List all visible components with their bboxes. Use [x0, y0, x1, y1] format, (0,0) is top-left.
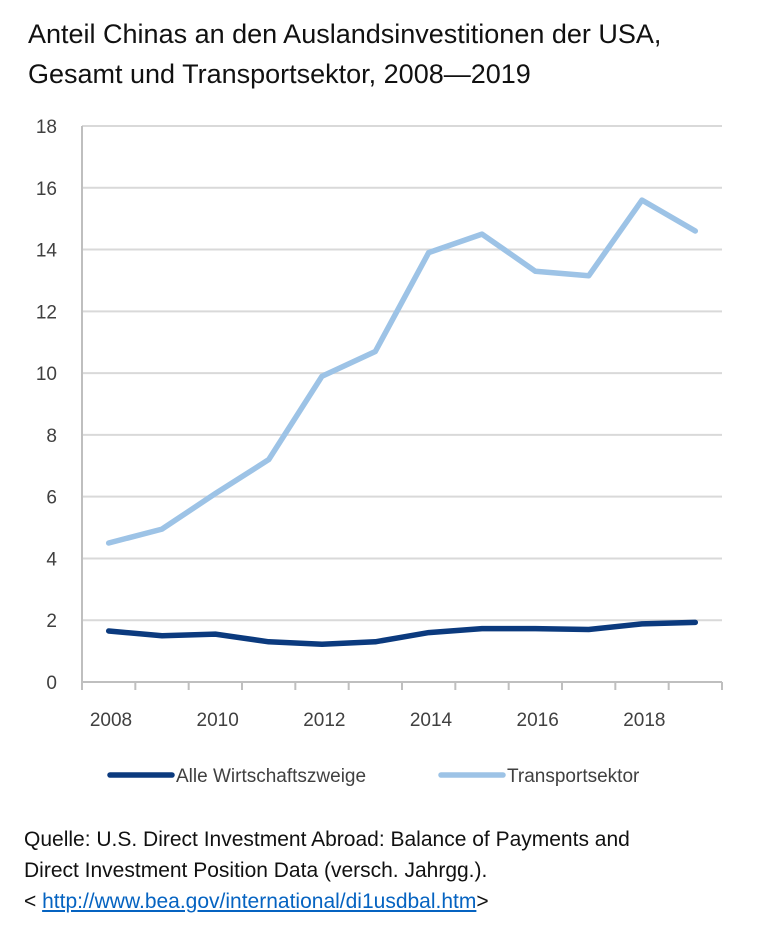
y-tick-label-8: 8: [46, 426, 57, 447]
y-tick-label-14: 14: [36, 241, 58, 262]
y-tick-label-10: 10: [36, 364, 57, 385]
x-tick-label-2010: 2010: [197, 710, 239, 731]
y-tick-label-4: 4: [46, 549, 57, 570]
x-tick-label-2012: 2012: [303, 710, 345, 731]
source-note: Quelle: U.S. Direct Investment Abroad: B…: [24, 824, 764, 917]
chart-title-line-1: Anteil Chinas an den Auslandsinvestition…: [28, 19, 662, 49]
y-tick-label-0: 0: [46, 673, 57, 694]
legend-label-2: Transportsektor: [507, 766, 640, 787]
legend-label-1: Alle Wirtschaftszweige: [176, 766, 366, 787]
y-tick-label-18: 18: [36, 117, 57, 138]
x-tick-label-2016: 2016: [517, 710, 559, 731]
source-line-1: Quelle: U.S. Direct Investment Abroad: B…: [24, 828, 630, 851]
link-suffix: >: [476, 890, 489, 913]
gridlines: [82, 125, 722, 622]
link-prefix: <: [24, 890, 43, 913]
x-tick-label-2018: 2018: [623, 710, 665, 731]
series-line-2: [105, 197, 699, 546]
x-tick-label-2008: 2008: [90, 710, 132, 731]
source-link[interactable]: http://www.bea.gov/international/di1usdb…: [42, 890, 477, 913]
x-tick-label-2014: 2014: [410, 710, 453, 731]
series-line-1: [105, 619, 699, 648]
source-line-2: Direct Investment Position Data (versch.…: [24, 859, 488, 882]
legend: Alle Wirtschaftszweige Transportsektor: [107, 766, 640, 787]
source-line-3: < http://www.bea.gov/international/di1us…: [24, 886, 764, 917]
chart-title-line-2: Gesamt und Transportsektor, 2008—2019: [28, 59, 531, 89]
y-tick-label-12: 12: [36, 302, 57, 323]
y-tick-label-16: 16: [36, 179, 57, 200]
axes: 0 2 4 6 8 10 12 14 16 18 2008 2010 2012 2014 2016 2018: [36, 117, 723, 731]
series-lines: [105, 197, 699, 648]
y-tick-label-2: 2: [46, 611, 57, 632]
chart-title: Anteil Chinas an den Auslandsinvestition…: [28, 14, 758, 94]
y-tick-label-6: 6: [46, 488, 57, 509]
